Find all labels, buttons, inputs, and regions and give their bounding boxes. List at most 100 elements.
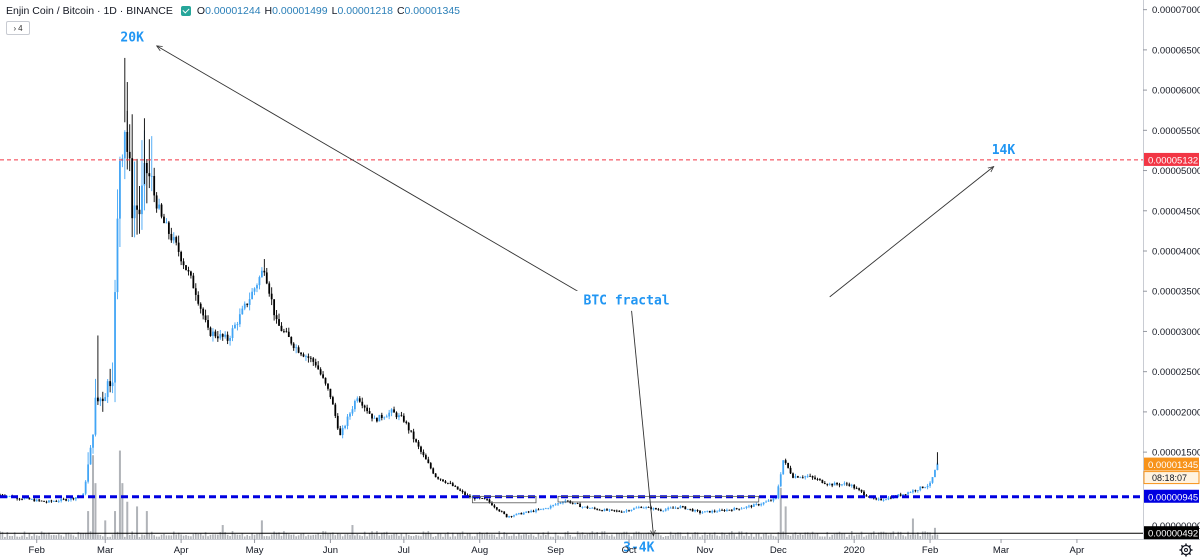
- candle-body: [875, 498, 878, 500]
- candle: [924, 486, 927, 489]
- volume-bar: [789, 535, 792, 539]
- volume-bar: [133, 534, 136, 539]
- volume-bar: [207, 536, 209, 539]
- candle-body: [655, 508, 657, 510]
- candle: [265, 267, 268, 285]
- time-axis[interactable]: Feb Mar Apr May Jun Jul Aug Sep Oct Nov Dec 2020 Feb…: [29, 539, 1193, 557]
- candle: [72, 497, 75, 501]
- symbol-title[interactable]: Enjin Coin / Bitcoin · 1D · BINANCE: [6, 5, 173, 17]
- candle: [87, 452, 90, 484]
- candle: [305, 354, 307, 361]
- level-price-tag: 0.00005132: [1148, 155, 1198, 166]
- candle: [307, 353, 310, 363]
- volume-bar: [924, 531, 926, 539]
- horizontal-levels[interactable]: [0, 159, 1143, 534]
- candle: [344, 424, 346, 430]
- candle-body: [432, 468, 435, 474]
- candle: [517, 512, 520, 515]
- candle-body: [899, 494, 902, 496]
- candle: [733, 506, 736, 511]
- candle: [601, 509, 603, 512]
- volume-bar: [376, 531, 378, 539]
- candle: [35, 498, 38, 502]
- volume-bar: [425, 532, 427, 539]
- time-tick-label: Apr: [1070, 545, 1085, 556]
- candle-body: [828, 483, 831, 485]
- candle: [926, 483, 929, 490]
- range-box[interactable]: [557, 495, 760, 503]
- indicators-toggle-button[interactable]: › 4: [6, 21, 30, 35]
- volume-bar: [486, 532, 488, 539]
- candle-body: [398, 415, 400, 418]
- volume-bar: [748, 536, 750, 539]
- candle: [309, 356, 312, 363]
- volume-bar: [833, 533, 836, 539]
- range-box[interactable]: [471, 495, 537, 504]
- candle-body: [635, 507, 638, 509]
- candle: [341, 425, 344, 439]
- candle-body: [547, 508, 550, 510]
- volume-bar: [890, 533, 892, 539]
- volume-bar: [104, 520, 107, 539]
- candle: [420, 445, 422, 455]
- candle: [505, 513, 508, 518]
- volume-bar: [885, 532, 887, 539]
- candle: [549, 504, 552, 510]
- volume-bar: [339, 534, 342, 539]
- candle-body: [400, 415, 403, 417]
- candle-body: [349, 413, 351, 417]
- annotation-label[interactable]: 14K: [992, 143, 1016, 158]
- candle: [160, 203, 163, 219]
- volume-bar: [532, 535, 535, 539]
- volume-bar: [895, 536, 897, 539]
- candle: [797, 475, 799, 478]
- candle: [723, 509, 726, 512]
- volume-bar: [767, 535, 770, 539]
- volume-bar: [141, 534, 143, 539]
- gear-icon[interactable]: [1179, 543, 1193, 557]
- candle-body: [620, 511, 623, 513]
- annotation-label[interactable]: 20K: [120, 30, 144, 45]
- candle-body: [743, 507, 745, 509]
- candle: [530, 509, 533, 513]
- candle-body: [309, 357, 312, 359]
- annotation-arrow[interactable]: [157, 46, 588, 298]
- annotation-arrow[interactable]: [631, 309, 653, 536]
- annotation-arrow[interactable]: [829, 167, 994, 298]
- plot-area[interactable]: [0, 0, 1143, 539]
- drawings[interactable]: 20K 14K BTC fractal 3-4K: [120, 30, 1015, 555]
- candle: [882, 498, 885, 502]
- candle-body: [486, 499, 488, 500]
- annotation-label[interactable]: BTC fractal: [584, 293, 670, 308]
- candle-body: [380, 414, 383, 418]
- candle-body: [664, 509, 667, 511]
- price-axis-background[interactable]: [1144, 0, 1200, 539]
- candle: [789, 465, 792, 475]
- candle: [444, 480, 447, 484]
- candle: [772, 498, 775, 503]
- candle-body: [721, 509, 723, 511]
- candle: [464, 490, 466, 497]
- candle-body: [581, 506, 584, 508]
- candle-body: [559, 502, 562, 504]
- candle-body: [280, 325, 283, 332]
- candle: [349, 412, 351, 420]
- candle-body: [679, 506, 682, 509]
- candle-body: [931, 477, 934, 483]
- volume-bar: [292, 534, 295, 539]
- volume-bar: [422, 531, 425, 539]
- volume-bar: [395, 533, 398, 539]
- candle: [109, 368, 112, 393]
- candle-body: [890, 497, 892, 499]
- candle-body: [449, 482, 452, 484]
- candle: [581, 506, 584, 509]
- volume-bar: [870, 532, 873, 539]
- candle: [172, 232, 175, 244]
- candle: [931, 477, 934, 484]
- candle: [70, 497, 72, 502]
- candle-body: [544, 508, 547, 510]
- candle: [547, 507, 550, 510]
- volume-bar: [882, 531, 885, 539]
- annotation-label[interactable]: 3-4K: [623, 540, 654, 555]
